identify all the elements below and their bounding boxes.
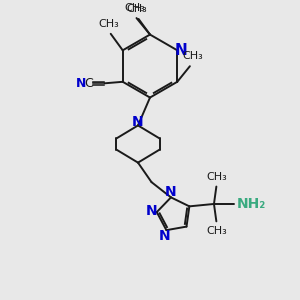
- Text: CH₃: CH₃: [207, 226, 227, 236]
- Text: CH₃: CH₃: [126, 4, 147, 14]
- Text: N: N: [132, 115, 144, 128]
- Text: C: C: [85, 77, 94, 90]
- Text: N: N: [76, 77, 86, 90]
- Text: CH₃: CH₃: [124, 3, 145, 13]
- Text: CH₃: CH₃: [207, 172, 227, 182]
- Text: N: N: [146, 204, 157, 218]
- Text: CH₃: CH₃: [99, 19, 120, 29]
- Text: NH₂: NH₂: [237, 197, 266, 211]
- Text: N: N: [159, 229, 171, 243]
- Text: N: N: [165, 185, 176, 199]
- Text: N: N: [175, 43, 187, 58]
- Text: CH₃: CH₃: [182, 51, 203, 62]
